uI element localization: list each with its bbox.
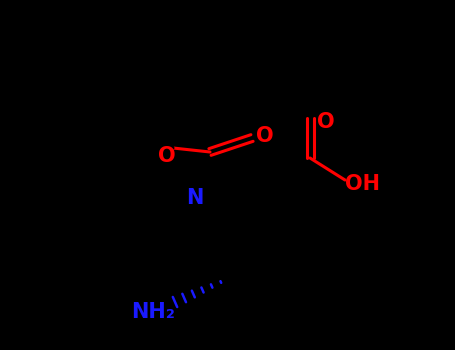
Text: OH: OH [345,174,380,194]
Text: O: O [317,112,335,132]
Text: O: O [256,126,274,146]
Text: N: N [186,188,204,208]
Text: NH₂: NH₂ [131,302,175,322]
Text: O: O [158,146,176,166]
